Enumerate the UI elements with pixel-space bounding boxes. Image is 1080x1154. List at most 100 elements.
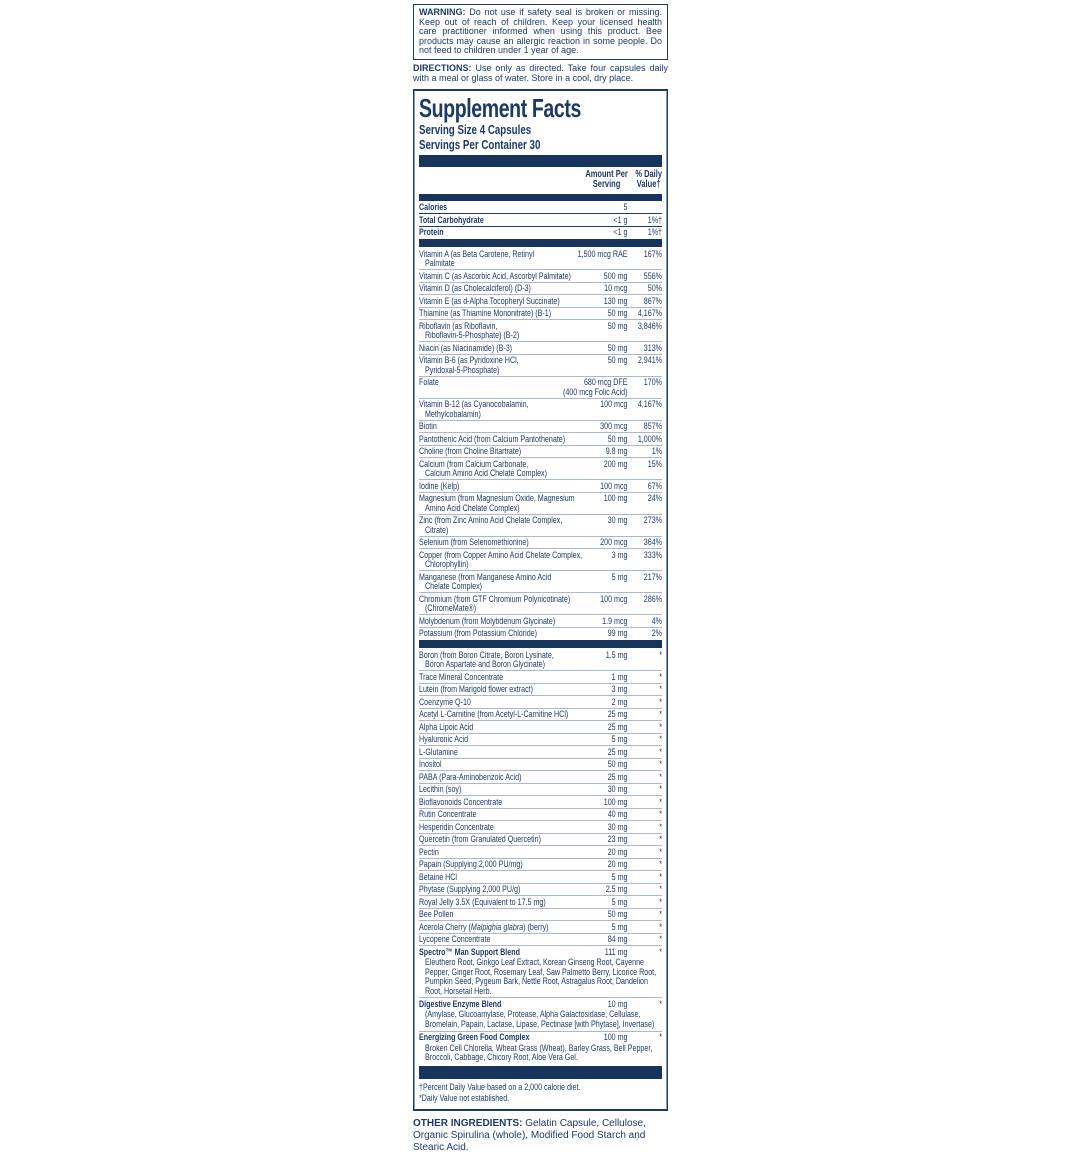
nutrient-daily-value: * [659,1032,662,1044]
facts-rows: Calories 5 Total Carbohydrate <1 g 1%† Protei… [419,202,662,1064]
nutrient-daily-value: * [659,896,662,908]
fact-row: Spectro™ Man Support Blend 111 mg * [419,945,662,958]
blend-ingredients: Broken Cell Chlorella, Wheat Grass (Whea… [425,1042,653,1064]
fact-row: Bee Pollen 50 mg * [419,907,662,921]
fact-row: Lecithin (soy) 30 mg * [419,782,662,796]
warning-text: Do not use if safety seal is broken or m… [419,7,662,56]
nutrient-amount: 25 mg [607,771,628,783]
nutrient-name: Quercetin (from Granulated Quercetin) [419,834,541,846]
nutrient-name: Zinc (from Zinc Amino Acid Chelate Compl… [419,515,563,536]
nutrient-name: Bioflavonoids Concentrate [419,796,503,808]
fact-row: Betaine HCl 5 mg * [419,870,662,883]
fact-row: Quercetin (from Granulated Quercetin) 23 … [419,832,662,846]
nutrient-daily-value: * [659,696,662,708]
separator-bar [419,640,662,649]
directions: DIRECTIONS: Use only as directed. Take f… [413,63,668,84]
nutrient-daily-value: * [659,821,662,833]
nutrient-daily-value: 333% [643,549,662,561]
nutrient-amount: 100 mg [603,493,628,505]
fact-row: Protein <1 g 1%† [419,225,662,239]
nutrient-daily-value: * [659,909,662,921]
nutrient-daily-value: 857% [643,421,662,433]
fact-row: Choline (from Choline Bitartrate) 9.8 mg 1… [419,444,662,458]
nutrient-name: Energizing Green Food Complex [419,1032,530,1044]
fact-row: PABA (Para-Aminobenzoic Acid) 25 mg * [419,770,662,783]
nutrient-name: Chromium (from GTF Chromium Polynicotina… [419,593,571,615]
nutrient-daily-value: 4% [651,615,662,627]
nutrient-name: Bee Pollen [419,909,454,921]
servings-per-container: Servings Per Container 30 [419,136,541,152]
panel-title: Supplement Facts [419,92,581,123]
nutrient-daily-value: 24% [647,493,662,505]
nutrient-daily-value: * [659,759,662,771]
fact-row: Rutin Concentrate 40 mg * [419,807,662,821]
nutrient-name: Protein [419,227,444,239]
fact-row: Manganese (from Manganese Amino Acid Chel… [419,570,662,592]
fact-row: Molybdenum (from Molybdenum Glycinate) 1.… [419,614,662,627]
fact-row: Vitamin C (as Ascorbic Acid, Ascorbyl Pa… [419,269,662,282]
nutrient-name: Potassium (from Potassium Chloride) [419,628,537,640]
warning-label: WARNING: [419,7,466,17]
nutrient-name: Riboflavin (as Riboflavin, Riboflavin-5-P… [419,320,520,342]
nutrient-amount: 100 mcg [600,593,628,605]
nutrient-amount: 1.9 mcg [602,615,628,627]
nutrient-name: Manganese (from Manganese Amino Acid Chel… [419,571,552,593]
separator-bar [419,239,662,248]
supplement-facts-panel-wrap: Supplement Facts Serving Size 4 Capsules… [413,88,668,1111]
fact-row: Digestive Enzyme Blend 10 mg * [419,997,662,1010]
nutrient-daily-value: * [659,846,662,858]
nutrient-amount: 50 mg [607,308,628,320]
nutrient-name: Choline (from Choline Bitartrate) [419,446,522,458]
fact-row: Total Carbohydrate <1 g 1%† [419,213,662,226]
nutrient-amount: 30 mg [607,784,628,796]
blend-ingredients: (Amylase, Glucoamylase, Protease, Alpha … [425,1009,655,1031]
nutrient-amount: 5 mg [611,921,628,933]
nutrient-amount: 1 mg [611,671,628,683]
nutrient-amount: 20 mg [607,846,628,858]
nutrient-name: Thiamine (as Thiamine Mononitrate) (B-1) [419,308,552,320]
fact-row: Chromium (from GTF Chromium Polynicotina… [419,592,662,614]
nutrient-name: Lutein (from Marigold flower extract) [419,684,534,696]
footnote-line: †Percent Daily Value based on a 2,000 ca… [419,1081,581,1093]
nutrient-name: Pantothenic Acid (from Calcium Pantothen… [419,433,566,445]
fact-row: Acerola Cherry (Malpighia glabra) (berry… [419,920,662,933]
nutrient-amount: 25 mg [607,709,628,721]
nutrient-amount: 9.8 mg [605,446,628,458]
nutrient-amount: 1,500 mcg RAE [577,248,628,260]
fact-row: Coenzyme Q-10 2 mg * [419,695,662,708]
nutrient-daily-value: * [659,859,662,871]
nutrient-daily-value: 170% [643,377,662,389]
nutrient-daily-value: 15% [647,458,662,470]
nutrient-daily-value: 867% [643,295,662,307]
nutrient-name: Coenzyme Q-10 [419,696,471,708]
fact-row: Calcium (from Calcium Carbonate, Calcium … [419,457,662,479]
fact-row: Vitamin B-12 (as Cyanocobalamin, Methylco… [419,397,662,420]
nutrient-amount: 130 mg [603,295,628,307]
nutrient-name: Molybdenum (from Molybdenum Glycinate) [419,615,556,627]
fact-row: Hesperidin Concentrate 30 mg * [419,820,662,833]
nutrient-name: Betaine HCl [419,871,458,883]
nutrient-name: Niacin (as Niacinamide) (B-3) [419,342,513,354]
fact-row: Potassium (from Potassium Chloride) 99 mg… [419,626,662,640]
nutrient-name: Selenium (from Selenomethionine) [419,537,529,549]
fact-row: Folate 680 mcg DFE (400 mcg Folic Acid) 170… [419,375,662,398]
nutrient-daily-value: 286% [643,593,662,605]
nutrient-daily-value: 556% [643,270,662,282]
nutrient-daily-value: 2,941% [637,355,662,367]
nutrient-amount: <1 g [613,227,628,239]
nutrient-name: Royal Jelly 3.5X (Equivalent to 17.5 mg) [419,896,546,908]
nutrient-daily-value: 273% [643,515,662,527]
nutrient-daily-value: * [659,746,662,758]
fact-row: Bioflavonoids Concentrate 100 mg * [419,795,662,808]
nutrient-amount: 40 mg [607,809,628,821]
nutrient-name: L-Glutamine [419,746,458,758]
nutrient-amount: 50 mg [607,759,628,771]
fact-row: Boron (from Boron Citrate, Boron Lysinat… [419,649,662,670]
nutrient-daily-value: * [659,684,662,696]
nutrient-daily-value: * [659,796,662,808]
nutrient-amount: 2.5 mg [605,884,628,896]
nutrient-amount: 25 mg [607,721,628,733]
nutrient-daily-value: 1,000% [637,433,662,445]
col-percent-daily-value: % Daily Value† [635,168,662,191]
nutrient-amount: 5 mg [611,734,628,746]
